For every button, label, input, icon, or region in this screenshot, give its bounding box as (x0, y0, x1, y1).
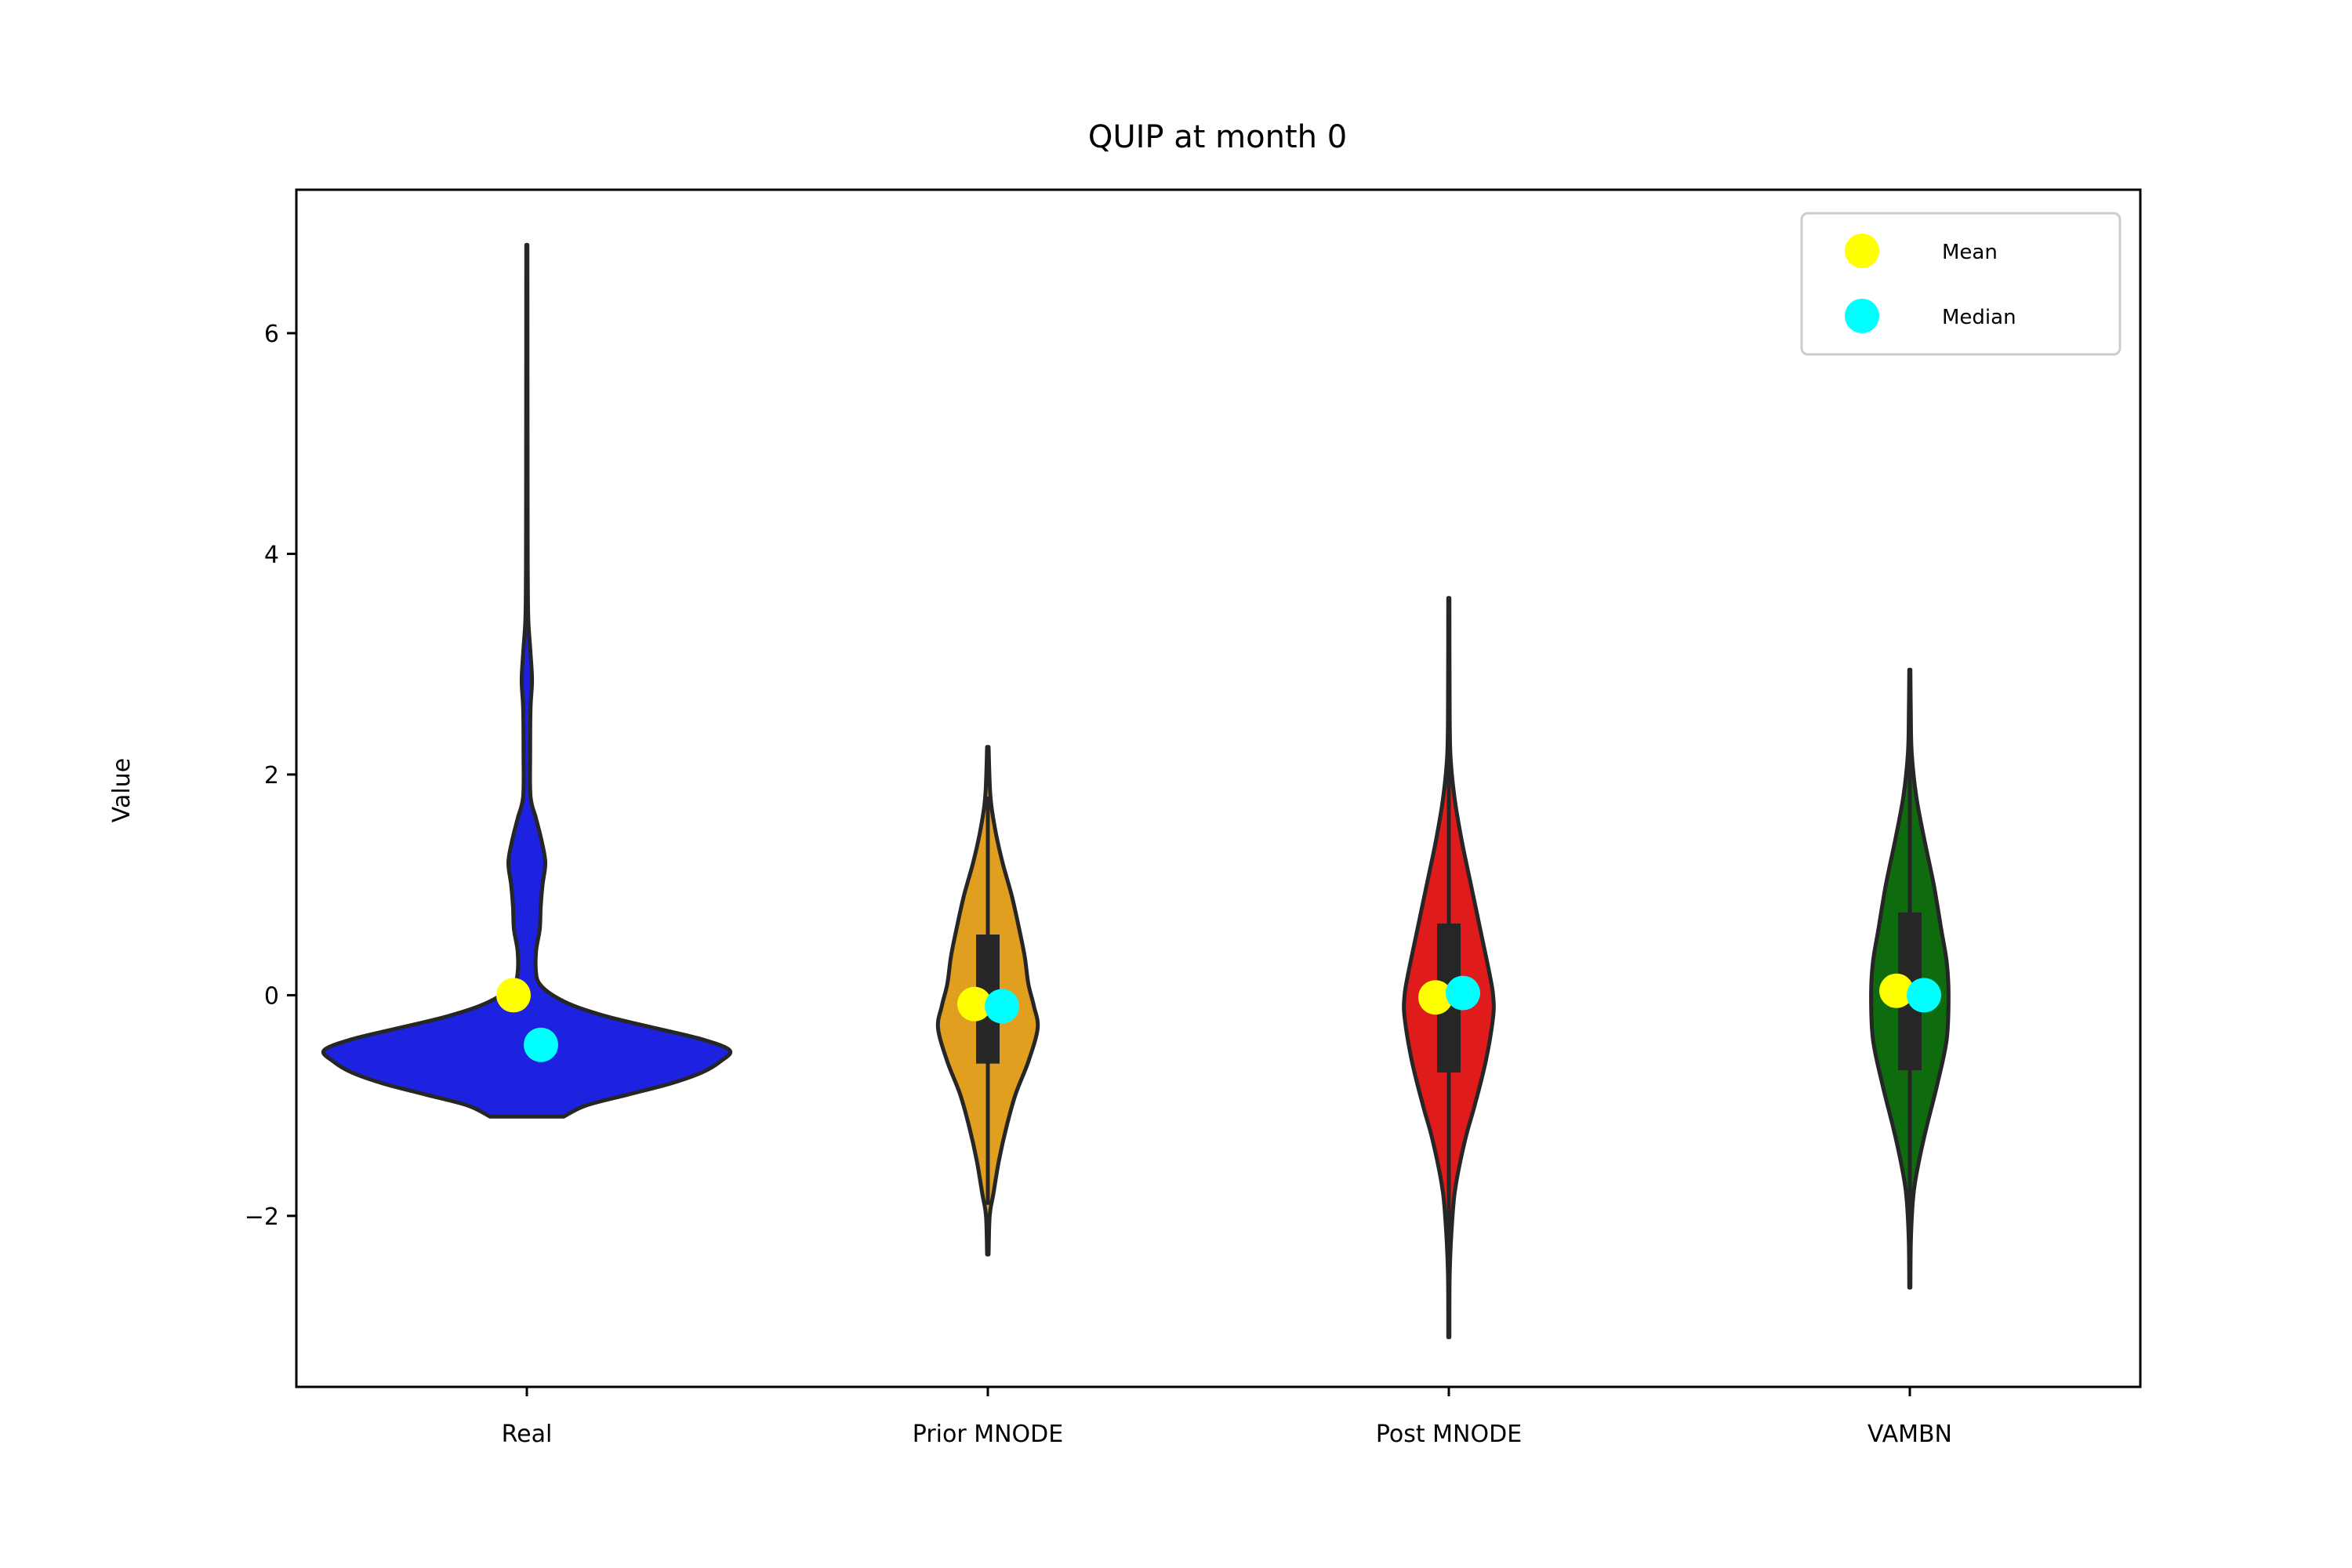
y-tick-label: 2 (264, 762, 279, 789)
mean-marker (1879, 973, 1914, 1008)
x-tick-label: Prior MNODE (913, 1421, 1063, 1448)
x-ticks-group: Real Prior MNODE Post MNODE VAMBN (502, 1387, 1952, 1448)
chart-title: QUIP at month 0 (1088, 119, 1347, 155)
median-marker (1907, 978, 1941, 1013)
legend-box (1800, 212, 2122, 356)
legend-mean-marker (1845, 234, 1879, 268)
x-tick-label: Real (502, 1421, 553, 1448)
legend-mean-label: Mean (1942, 241, 1998, 264)
legend: Mean Median (1800, 212, 2122, 356)
median-marker (1446, 975, 1480, 1011)
mean-marker (1418, 980, 1453, 1015)
violins-group (321, 242, 1951, 1340)
y-ticks-group: −2 0 2 4 6 (245, 321, 296, 1231)
x-tick-label: VAMBN (1867, 1421, 1952, 1448)
plot-frame (295, 188, 2142, 1388)
y-axis-label: Value (108, 758, 136, 822)
violin-body (321, 242, 733, 1119)
legend-median-label: Median (1942, 306, 2016, 329)
x-tick-label: Post MNODE (1376, 1421, 1522, 1448)
median-marker (524, 1027, 558, 1062)
y-tick-label: −2 (245, 1203, 279, 1231)
median-marker (985, 989, 1019, 1024)
mean-marker (957, 986, 992, 1022)
y-tick-label: 4 (264, 541, 279, 568)
y-tick-label: 0 (264, 982, 279, 1010)
mean-marker (496, 978, 531, 1013)
y-tick-label: 6 (264, 321, 279, 348)
legend-median-marker (1845, 299, 1879, 333)
